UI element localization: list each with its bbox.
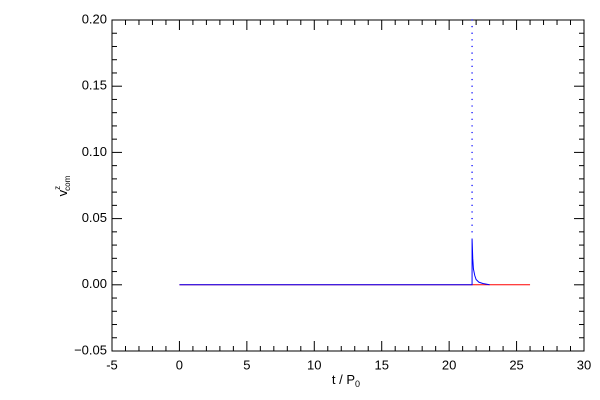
y-label-sup: z [53, 186, 62, 190]
x-tick-label: 20 [442, 357, 456, 372]
x-tick-label: 15 [374, 357, 388, 372]
data-dot [471, 111, 473, 114]
data-dot [471, 131, 473, 134]
x-tick-label: -5 [106, 357, 118, 372]
y-tick-label: 0.15 [82, 78, 107, 93]
data-dot [471, 184, 473, 187]
data-dot [471, 72, 473, 74]
data-dot [471, 164, 473, 167]
y-label-sub: com [63, 175, 72, 190]
data-dot [471, 217, 473, 220]
data-dot [471, 65, 473, 68]
data-dot [471, 178, 473, 180]
data-dot [471, 19, 473, 21]
x-tick-label: 25 [509, 357, 523, 372]
x-tick-label: 5 [243, 357, 250, 372]
data-dot [471, 85, 473, 87]
x-label-sub: 0 [355, 379, 360, 389]
data-dot [471, 198, 473, 200]
x-tick-label: 0 [176, 357, 183, 372]
data-dot [471, 78, 473, 81]
y-tick-label: 0.05 [82, 210, 107, 225]
data-dot [471, 231, 473, 233]
data-dot [471, 118, 473, 121]
data-dot [471, 39, 473, 41]
x-tick-label: 30 [577, 357, 591, 372]
data-dot [471, 191, 473, 193]
data-dot [471, 145, 473, 147]
y-tick-label: 0.00 [82, 276, 107, 291]
x-tick-label: 10 [307, 357, 321, 372]
data-dot [471, 59, 473, 61]
y-label-base: v [55, 189, 70, 196]
data-dot [471, 171, 473, 173]
y-axis-label: vzcom [53, 175, 72, 196]
y-tick-label: −0.05 [74, 342, 107, 357]
data-dot [471, 125, 473, 127]
y-tick-label: 0.10 [82, 144, 107, 159]
x-axis-label: t / P0 [332, 372, 360, 389]
data-dot [471, 105, 473, 107]
data-dot [471, 151, 473, 154]
data-dot [471, 158, 473, 160]
data-dot [471, 98, 473, 101]
plot-frame [111, 19, 585, 352]
data-dot [471, 92, 473, 94]
data-dot [471, 211, 473, 213]
x-label-base: t / P [332, 372, 355, 387]
data-dot [471, 224, 473, 226]
data-dot [471, 25, 473, 28]
data-dot [471, 204, 473, 207]
y-tick-label: 0.20 [82, 11, 107, 26]
data-line [179, 238, 490, 286]
data-dot [471, 52, 473, 54]
data-dot [471, 45, 473, 48]
data-dot [471, 32, 473, 34]
data-dot [471, 138, 473, 140]
